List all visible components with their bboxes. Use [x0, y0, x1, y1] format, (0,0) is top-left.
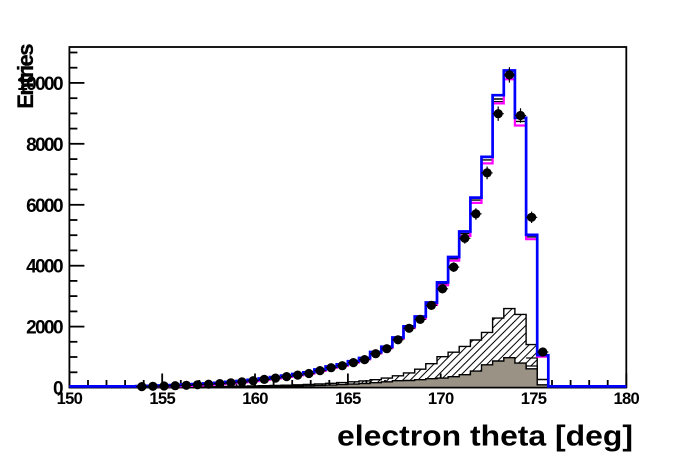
svg-text:175: 175 — [521, 389, 547, 408]
svg-text:170: 170 — [428, 389, 454, 408]
svg-text:180: 180 — [614, 389, 640, 408]
svg-text:2000: 2000 — [26, 318, 63, 339]
svg-text:10000: 10000 — [17, 74, 63, 95]
svg-text:0: 0 — [53, 379, 63, 400]
svg-text:Entries: Entries — [13, 44, 38, 109]
svg-text:electron theta [deg]: electron theta [deg] — [337, 421, 633, 453]
svg-text:150: 150 — [57, 389, 83, 408]
svg-text:8000: 8000 — [26, 135, 63, 156]
svg-text:6000: 6000 — [26, 196, 63, 217]
svg-text:155: 155 — [149, 389, 175, 408]
svg-text:4000: 4000 — [26, 257, 63, 278]
svg-text:165: 165 — [335, 389, 361, 408]
svg-text:160: 160 — [242, 389, 268, 408]
